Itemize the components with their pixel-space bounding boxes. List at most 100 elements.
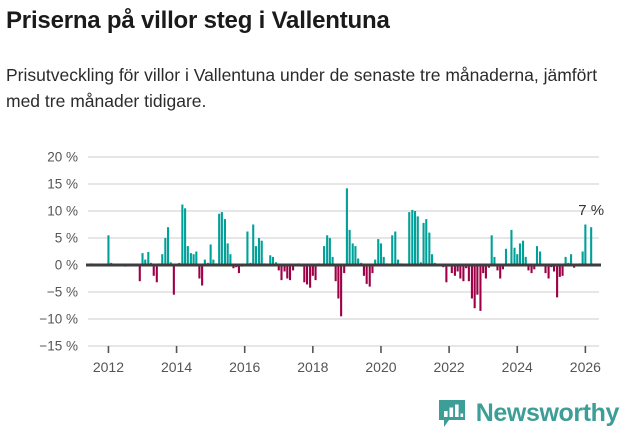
chart-bar[interactable] (345, 188, 348, 265)
chart-bar[interactable] (229, 254, 232, 265)
chart-bar[interactable] (408, 212, 411, 265)
chart-bar[interactable] (450, 265, 453, 274)
chart-bar[interactable] (365, 265, 368, 284)
chart-bar[interactable] (504, 248, 508, 265)
chart-bar[interactable] (374, 259, 377, 265)
chart-bar[interactable] (203, 259, 206, 265)
chart-bar[interactable] (527, 265, 530, 271)
chart-bar[interactable] (192, 254, 195, 265)
chart-bar[interactable] (422, 222, 425, 265)
chart-bar[interactable] (453, 265, 456, 276)
chart-bar[interactable] (490, 235, 493, 265)
newsworthy-logo[interactable]: Newsworthy (437, 398, 619, 428)
chart-bar[interactable] (544, 265, 547, 274)
chart-bar[interactable] (107, 235, 110, 265)
chart-bar[interactable] (416, 216, 419, 265)
chart-bar[interactable] (556, 265, 559, 298)
chart-bar[interactable] (314, 265, 317, 281)
chart-bar[interactable] (172, 265, 175, 295)
chart-bar[interactable] (413, 211, 417, 265)
chart-bar[interactable] (147, 252, 150, 265)
chart-bar[interactable] (331, 256, 334, 265)
chart-bar[interactable] (456, 265, 459, 272)
chart-bar[interactable] (391, 235, 394, 265)
chart-bar[interactable] (252, 224, 255, 266)
chart-bar[interactable] (186, 246, 189, 265)
chart-bar[interactable] (201, 265, 204, 286)
chart-bar[interactable] (280, 265, 283, 281)
chart-bar[interactable] (257, 238, 261, 265)
chart-bar[interactable] (524, 256, 527, 265)
chart-bar[interactable] (499, 265, 502, 279)
chart-bar[interactable] (513, 247, 516, 265)
chart-bar[interactable] (288, 265, 292, 281)
chart-bar[interactable] (260, 240, 263, 265)
chart-bars[interactable] (90, 188, 593, 317)
chart-bar[interactable] (269, 255, 272, 265)
chart-bar[interactable] (141, 253, 144, 265)
chart-bar[interactable] (323, 246, 326, 265)
chart-bar[interactable] (459, 265, 462, 279)
chart-bar[interactable] (189, 253, 192, 265)
chart-bar[interactable] (343, 265, 346, 274)
chart-bar[interactable] (334, 265, 337, 282)
chart-bar[interactable] (547, 265, 550, 279)
chart-bar[interactable] (283, 265, 286, 272)
chart-bar[interactable] (155, 265, 158, 283)
chart-bar[interactable] (476, 265, 479, 295)
chart-bar[interactable] (445, 265, 448, 283)
chart-bar[interactable] (484, 265, 487, 279)
chart-bar[interactable] (198, 265, 201, 279)
chart-bar[interactable] (232, 265, 235, 269)
chart-bar[interactable] (337, 265, 340, 299)
chart-bar[interactable] (271, 256, 275, 265)
chart-bar[interactable] (292, 265, 295, 271)
chart-bar[interactable] (152, 265, 155, 276)
chart-bar[interactable] (465, 265, 468, 269)
chart-bar[interactable] (311, 265, 314, 276)
chart-bar[interactable] (473, 265, 476, 309)
chart-bar[interactable] (539, 251, 542, 266)
chart-bar[interactable] (237, 265, 240, 274)
chart-bar[interactable] (533, 265, 536, 270)
chart-bar[interactable] (482, 265, 485, 274)
chart-bar[interactable] (510, 229, 513, 265)
chart-bar[interactable] (303, 265, 306, 283)
chart-bar[interactable] (535, 246, 539, 265)
chart-bar[interactable] (584, 224, 587, 266)
chart-bar[interactable] (328, 238, 331, 265)
chart-bar[interactable] (377, 239, 380, 265)
chart-bar[interactable] (521, 240, 525, 265)
chart-bar[interactable] (379, 243, 383, 265)
chart-bar[interactable] (462, 265, 465, 282)
chart-bar[interactable] (212, 259, 215, 265)
chart-bar[interactable] (479, 265, 482, 311)
chart-bar[interactable] (570, 254, 573, 265)
chart-bar[interactable] (371, 265, 374, 274)
chart-bar[interactable] (340, 265, 343, 317)
chart-bar[interactable] (195, 251, 198, 266)
chart-bar[interactable] (164, 238, 167, 265)
chart-bar[interactable] (184, 208, 187, 265)
chart-bar[interactable] (161, 254, 164, 265)
chart-bar[interactable] (167, 227, 170, 265)
chart-bar[interactable] (348, 229, 351, 265)
chart-bar[interactable] (223, 219, 226, 265)
chart-bar[interactable] (558, 265, 561, 277)
chart-bar[interactable] (209, 244, 212, 265)
chart-bar[interactable] (428, 232, 431, 265)
chart-bar[interactable] (246, 231, 249, 265)
chart-bar[interactable] (581, 251, 584, 266)
chart-bar[interactable] (425, 219, 428, 265)
chart-bar[interactable] (368, 265, 371, 287)
chart-bar[interactable] (138, 265, 141, 282)
chart-bar[interactable] (218, 213, 221, 265)
chart-bar[interactable] (516, 254, 519, 265)
chart-bar[interactable] (394, 231, 397, 265)
chart-bar[interactable] (286, 265, 289, 279)
chart-bar[interactable] (309, 265, 312, 288)
chart-bar[interactable] (501, 265, 504, 270)
chart-bar[interactable] (144, 259, 147, 265)
chart-bar[interactable] (493, 256, 496, 265)
chart-bar[interactable] (351, 243, 354, 265)
